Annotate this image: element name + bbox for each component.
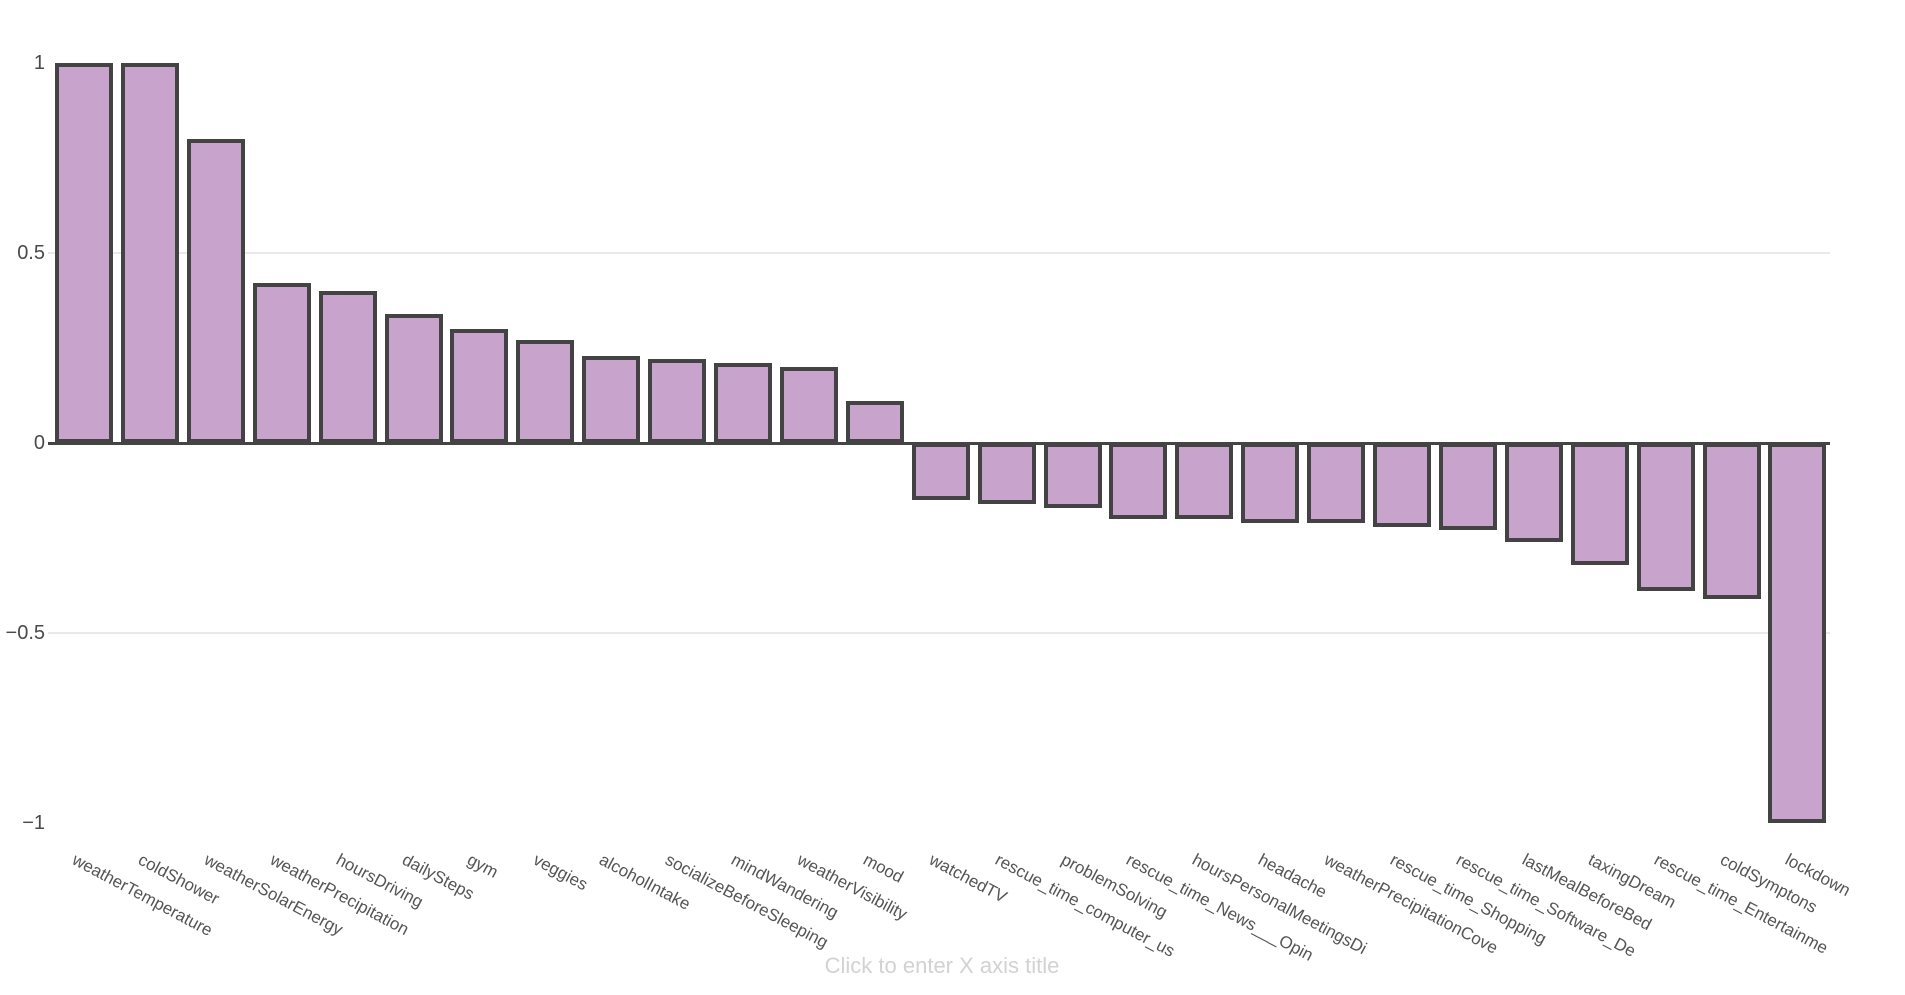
x-axis-title-placeholder[interactable]: Click to enter X axis title xyxy=(824,953,1060,978)
bar-weatherPrecipitation[interactable] xyxy=(252,283,311,443)
gridline xyxy=(48,252,1830,254)
bar-rescue_time_Software_De[interactable] xyxy=(1438,443,1497,531)
bar-hoursDriving[interactable] xyxy=(318,291,377,443)
y-tick-label: −0.5 xyxy=(5,622,45,644)
x-tick-label: veggies xyxy=(530,850,592,895)
x-tick-label: gym xyxy=(464,850,502,882)
bar-problemSolving[interactable] xyxy=(1043,443,1102,508)
y-tick-label: 0 xyxy=(33,432,45,454)
bar-gym[interactable] xyxy=(450,329,509,443)
gridline xyxy=(48,632,1830,634)
y-tick-label: −1 xyxy=(22,812,45,834)
x-axis-zero-line xyxy=(48,442,1830,445)
bar-weatherPrecipitationCove[interactable] xyxy=(1307,443,1366,523)
bar-lastMealBeforeBed[interactable] xyxy=(1504,443,1563,542)
bar-rescue_time_computer_us[interactable] xyxy=(977,443,1036,504)
y-tick-label: 0.5 xyxy=(17,242,45,264)
bar-hoursPersonalMeetingsDi[interactable] xyxy=(1175,443,1234,519)
bar-rescue_time_News___Opin[interactable] xyxy=(1109,443,1168,519)
x-tick-label: mood xyxy=(859,850,907,887)
bar-socializeBeforeSleeping[interactable] xyxy=(648,359,707,443)
bar-weatherTemperature[interactable] xyxy=(55,63,113,443)
bar-veggies[interactable] xyxy=(516,340,575,443)
y-tick-label: 1 xyxy=(33,52,45,74)
bar-lockdown[interactable] xyxy=(1768,443,1827,823)
bar-headache[interactable] xyxy=(1241,443,1300,523)
bar-taxingDream[interactable] xyxy=(1570,443,1629,565)
bar-coldSymptons[interactable] xyxy=(1702,443,1761,599)
bar-rescue_time_Entertainme[interactable] xyxy=(1636,443,1695,592)
x-tick-label: weatherVisibility xyxy=(793,850,911,924)
bar-coldShower[interactable] xyxy=(120,63,179,443)
bar-mindWandering[interactable] xyxy=(714,363,772,443)
bar-alcoholIntake[interactable] xyxy=(582,355,641,443)
bar-weatherSolarEnergy[interactable] xyxy=(186,139,245,443)
bar-weatherVisibility[interactable] xyxy=(779,367,838,443)
bar-mood[interactable] xyxy=(845,401,904,443)
bar-watchedTV[interactable] xyxy=(911,443,970,500)
bar-rescue_time_Shopping[interactable] xyxy=(1373,443,1431,527)
bar-dailySteps[interactable] xyxy=(384,313,443,443)
